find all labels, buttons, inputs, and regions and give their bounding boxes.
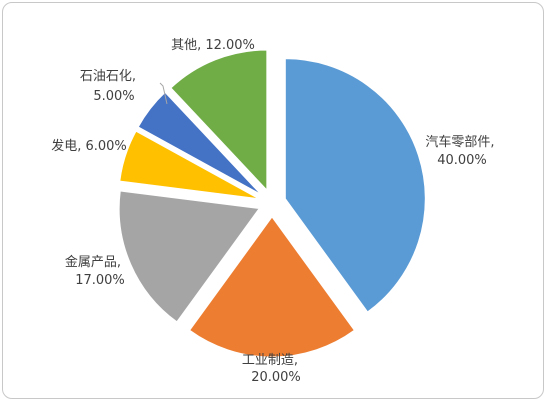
pie-slice-petrochemical [137,91,262,195]
label-other: 其他, 12.00% [171,38,255,53]
label-name: 石油石化 [80,69,132,84]
pie-slice-metal-products [118,190,261,323]
label-auto-parts: 汽车零部件, 40.00% [425,134,498,168]
label-percent: 17.00% [75,273,125,288]
pie-slice-industrial-mfg [189,216,355,358]
pie-slices [118,49,426,358]
label-percent: 12.00% [205,38,255,53]
label-percent: 20.00% [251,370,301,385]
label-percent: 5.00% [93,89,134,104]
label-name: 金属产品 [65,254,117,270]
label-name: 工业制造 [242,353,294,368]
label-name: 汽车零部件 [425,134,490,150]
label-name: 发电 [51,138,77,154]
pie-slice-auto-parts [284,58,426,313]
label-industrial-mfg: 工业制造, 20.00% [242,353,302,385]
pie-slice-other [170,49,268,192]
label-percent: 6.00% [85,139,126,154]
leader-line-petrochemical [159,82,168,105]
leader-lines [159,82,168,105]
label-percent: 40.00% [437,153,487,168]
label-power-generation: 发电, 6.00% [51,138,127,154]
pie-slice-power-generation [119,130,259,200]
label-petrochemical: 石油石化, 5.00% [80,69,140,104]
label-metal-products: 金属产品, 17.00% [65,254,125,288]
data-labels: 汽车零部件, 40.00% 工业制造, 20.00% 金属产品, 17.00% … [51,38,498,385]
label-name: 其他 [171,38,197,53]
